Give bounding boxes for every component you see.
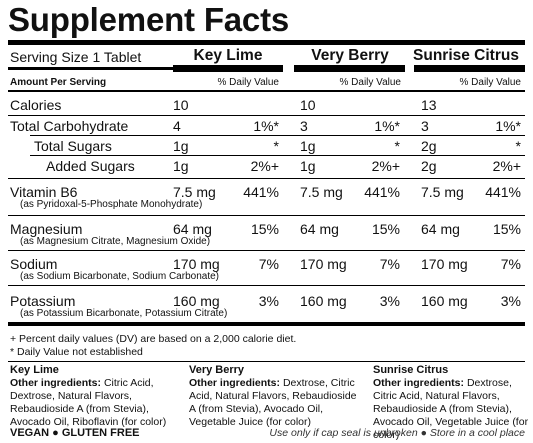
nutrient-amount: 13 <box>421 97 437 113</box>
column-header-sunrise-citrus: Sunrise Citrus <box>413 47 519 64</box>
row-divider <box>8 215 525 216</box>
nutrient-amount: 64 mg <box>300 221 339 237</box>
ingredients-label: Other ingredients: <box>373 377 465 389</box>
top-rule <box>8 40 525 45</box>
column-bar-key-lime <box>173 65 283 72</box>
serving-size: Serving Size 1 Tablet <box>10 49 142 65</box>
nutrient-amount: 64 mg <box>173 221 212 237</box>
nutrient-daily-value: 7% <box>258 256 279 272</box>
nutrient-daily-value: 7% <box>500 256 521 272</box>
label-title: Supplement Facts <box>8 1 290 38</box>
ingredients-title-key-lime: Key Lime <box>10 364 59 376</box>
row-divider <box>8 250 525 251</box>
nutrient-amount: 2g <box>421 138 437 154</box>
ingredients-text: Citric Acid, Dextrose, Natural Flavors, … <box>10 377 167 428</box>
nutrient-amount: 170 mg <box>300 256 347 272</box>
dv-header-sunrise-citrus: % Daily Value <box>459 77 521 88</box>
nutrient-daily-value: 441% <box>364 184 400 200</box>
nutrient-name: Total Sugars <box>34 138 112 154</box>
nutrient-daily-value: 1%* <box>253 118 279 134</box>
dv-header-very-berry: % Daily Value <box>339 77 401 88</box>
nutrient-amount: 7.5 mg <box>421 184 464 200</box>
ingredients-sunrise-citrus: Other ingredients: Dextrose, Citric Acid… <box>373 377 529 442</box>
storage-note: Use only if cap seal is unbroken ● Store… <box>269 427 525 439</box>
nutrient-daily-value: 3% <box>258 293 279 309</box>
ingredients-title-very-berry: Very Berry <box>189 364 245 376</box>
nutrient-daily-value: 2%+ <box>492 158 521 174</box>
nutrient-name: Total Carbohydrate <box>10 118 129 134</box>
ingredients-title-sunrise-citrus: Sunrise Citrus <box>373 364 449 376</box>
nutrient-source: (as Potassium Bicarbonate, Potassium Cit… <box>20 308 228 319</box>
vegan-gluten-free: VEGAN ● GLUTEN FREE <box>10 427 140 439</box>
nutrient-daily-value: 3% <box>500 293 521 309</box>
nutrient-amount: 1g <box>300 158 316 174</box>
ingredients-very-berry: Other ingredients: Dextrose, Citric Acid… <box>189 377 361 429</box>
nutrient-amount: 160 mg <box>300 293 347 309</box>
nutrient-source: (as Pyridoxal-5-Phosphate Monohydrate) <box>20 199 203 210</box>
nutrient-daily-value: * <box>515 138 521 154</box>
nutrient-amount: 10 <box>300 97 316 113</box>
column-header-very-berry: Very Berry <box>311 47 389 64</box>
nutrient-daily-value: 3% <box>379 293 400 309</box>
nutrient-amount: 10 <box>173 97 189 113</box>
nutrient-amount: 160 mg <box>421 293 468 309</box>
nutrient-amount: 2g <box>421 158 437 174</box>
nutrient-amount: 3 <box>421 118 429 134</box>
nutrient-amount: 4 <box>173 118 181 134</box>
nutrient-daily-value: 1%* <box>374 118 400 134</box>
column-bar-sunrise-citrus <box>414 65 525 72</box>
ingredients-key-lime: Other ingredients: Citric Acid, Dextrose… <box>10 377 182 429</box>
nutrient-amount: 7.5 mg <box>300 184 343 200</box>
footnote-dv-not-established: * Daily Value not established <box>10 346 143 358</box>
ingredients-text: Dextrose, Citric Acid, Natural Flavors, … <box>373 377 529 441</box>
nutrient-daily-value: 441% <box>485 184 521 200</box>
nutrient-amount: 1g <box>300 138 316 154</box>
nutrient-daily-value: 1%* <box>495 118 521 134</box>
nutrient-daily-value: * <box>273 138 279 154</box>
column-header-key-lime: Key Lime <box>193 47 263 64</box>
nutrient-daily-value: 2%+ <box>250 158 279 174</box>
header-rule <box>8 90 525 92</box>
ingredients-label: Other ingredients: <box>10 377 102 389</box>
nutrient-amount: 1g <box>173 158 189 174</box>
nutrient-source: (as Sodium Bicarbonate, Sodium Carbonate… <box>20 271 219 282</box>
nutrient-daily-value: 15% <box>371 221 400 237</box>
nutrient-daily-value: 15% <box>250 221 279 237</box>
nutrient-name: Magnesium <box>10 221 83 237</box>
footnote-dv-basis: + Percent daily values (DV) are based on… <box>10 333 297 345</box>
nutrient-amount: 7.5 mg <box>173 184 216 200</box>
nutrient-daily-value: 2%+ <box>371 158 400 174</box>
nutrient-amount: 1g <box>173 138 189 154</box>
bottom-rule <box>8 322 525 326</box>
serving-rule <box>8 67 173 70</box>
nutrient-amount: 3 <box>300 118 308 134</box>
column-bar-very-berry <box>294 65 405 72</box>
nutrient-amount: 170 mg <box>421 256 468 272</box>
nutrient-amount: 64 mg <box>421 221 460 237</box>
nutrient-daily-value: 15% <box>492 221 521 237</box>
nutrient-name: Potassium <box>10 293 76 309</box>
row-divider <box>30 155 525 156</box>
nutrient-name: Added Sugars <box>46 158 135 174</box>
nutrient-amount: 170 mg <box>173 256 220 272</box>
ingredients-label: Other ingredients: <box>189 377 281 389</box>
nutrient-daily-value: 441% <box>243 184 279 200</box>
nutrient-daily-value: 7% <box>379 256 400 272</box>
row-divider <box>8 178 525 179</box>
amount-per-serving: Amount Per Serving <box>10 77 107 88</box>
ingredients-divider <box>8 361 525 362</box>
nutrient-source: (as Magnesium Citrate, Magnesium Oxide) <box>20 236 211 247</box>
row-divider <box>8 115 525 116</box>
row-divider <box>8 285 525 286</box>
row-divider <box>30 135 525 136</box>
nutrient-name: Calories <box>10 97 62 113</box>
dv-header-key-lime: % Daily Value <box>217 77 279 88</box>
nutrient-daily-value: * <box>394 138 400 154</box>
nutrient-name: Vitamin B6 <box>10 184 78 200</box>
nutrient-amount: 160 mg <box>173 293 220 309</box>
ingredients-text: Dextrose, Citric Acid, Natural Flavors, … <box>189 377 357 428</box>
nutrient-name: Sodium <box>10 256 58 272</box>
